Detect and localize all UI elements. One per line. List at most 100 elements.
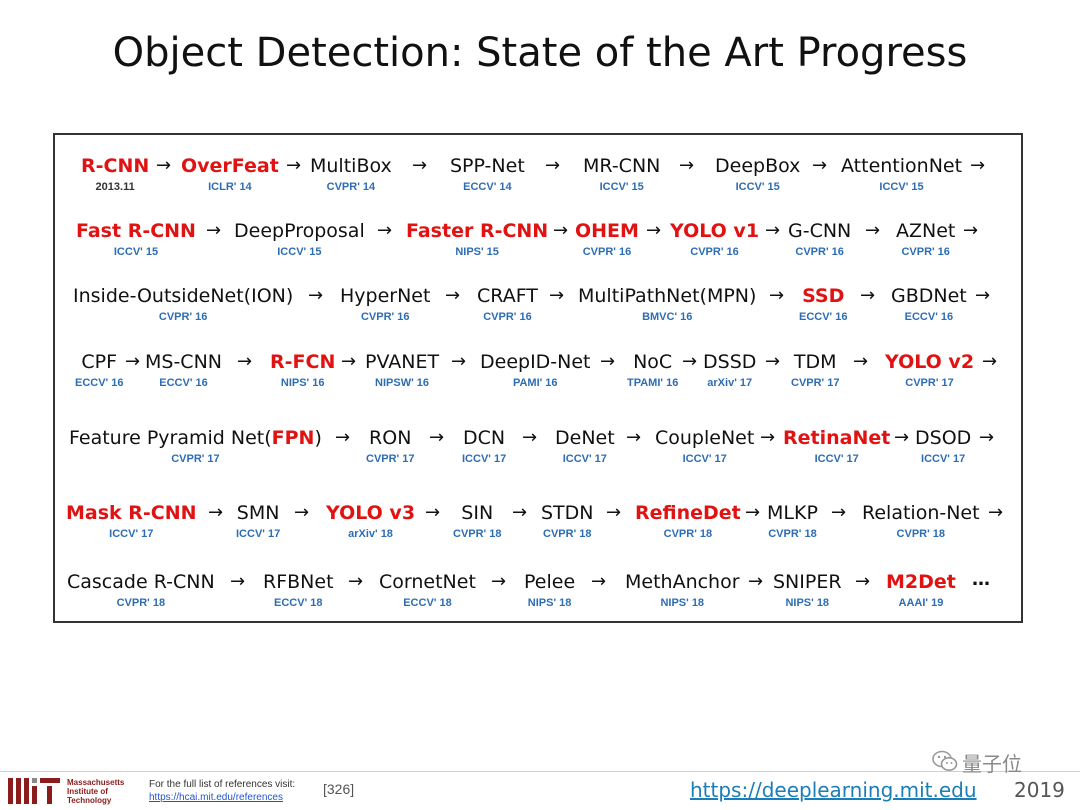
detector-couplenet: CoupleNet ICCV' 17 <box>655 427 754 466</box>
arrow-icon: → <box>230 571 246 592</box>
detector-name: SMN <box>236 502 280 524</box>
mit-logo <box>8 778 60 804</box>
arrow-icon: → <box>591 571 607 592</box>
venue-label: ICCV' 17 <box>462 453 507 465</box>
arrow-icon: → <box>341 351 357 372</box>
detector-name: DCN <box>463 427 506 449</box>
venue-label: ECCV' 16 <box>904 311 954 323</box>
detector-name: PVANET <box>365 351 440 373</box>
arrow-icon: → <box>412 155 428 176</box>
detector-name: Relation-Net <box>862 502 980 524</box>
detector-name: G-CNN <box>788 220 852 242</box>
ellipsis: … <box>972 569 990 590</box>
detector-rfbnet: RFBNet ECCV' 18 <box>263 571 334 610</box>
detector-ssd: SSD ECCV' 16 <box>799 285 847 324</box>
venue-label: ICCV' 17 <box>682 453 727 465</box>
detector-ron: RON CVPR' 17 <box>366 427 414 466</box>
venue-label: ICLR' 14 <box>208 181 252 193</box>
venue-label: CVPR' 16 <box>690 246 739 258</box>
detector-name: YOLO v3 <box>326 502 416 524</box>
detector-gbdnet: GBDNet ECCV' 16 <box>891 285 967 324</box>
references-link[interactable]: https://hcai.mit.edu/references <box>149 792 283 803</box>
detector-yolo-v2: YOLO v2 CVPR' 17 <box>885 351 974 390</box>
detector-yolo-v1: YOLO v1 CVPR' 16 <box>670 220 759 259</box>
detector-deepproposal: DeepProposal ICCV' 15 <box>234 220 365 259</box>
detector-smn: SMN ICCV' 17 <box>236 502 280 541</box>
arrow-icon: → <box>348 571 364 592</box>
arrow-icon: → <box>237 351 253 372</box>
arrow-icon: → <box>745 502 761 523</box>
arrow-icon: → <box>286 155 302 176</box>
arrow-icon: → <box>606 502 622 523</box>
detector-name: GBDNet <box>891 285 967 307</box>
detector-dcn: DCN ICCV' 17 <box>462 427 506 466</box>
detector-noc: NoC TPAMI' 16 <box>627 351 678 390</box>
arrow-icon: → <box>206 220 222 241</box>
venue-label: CVPR' 18 <box>453 528 502 540</box>
detector-name-highlight: FPN <box>271 427 315 449</box>
detector-name: R-FCN <box>270 351 336 373</box>
footer-divider <box>0 771 1080 772</box>
arrow-icon: → <box>979 427 995 448</box>
arrow-icon: → <box>982 351 998 372</box>
arrow-icon: → <box>549 285 565 306</box>
arrow-icon: → <box>963 220 979 241</box>
detector-attentionnet: AttentionNet ICCV' 15 <box>841 155 962 194</box>
arrow-icon: → <box>626 427 642 448</box>
arrow-icon: → <box>646 220 662 241</box>
detector-name: YOLO v1 <box>670 220 760 242</box>
venue-label: NIPS' 16 <box>280 377 325 389</box>
detector-name: Feature Pyramid Net(FPN) <box>69 427 322 449</box>
detector-yolo-v3: YOLO v3 arXiv' 18 <box>326 502 415 541</box>
slide-title: Object Detection: State of the Art Progr… <box>112 30 968 76</box>
venue-label: CVPR' 18 <box>768 528 817 540</box>
arrow-icon: → <box>748 571 764 592</box>
detector-fast-r-cnn: Fast R-CNN ICCV' 15 <box>76 220 196 259</box>
venue-label: CVPR' 17 <box>905 377 954 389</box>
detector-dssd: DSSD arXiv' 17 <box>703 351 756 390</box>
detector-name: MLKP <box>767 502 818 524</box>
venue-label: CVPR' 18 <box>543 528 592 540</box>
arrow-icon: → <box>208 502 224 523</box>
venue-label: ICCV' 17 <box>814 453 859 465</box>
venue-label: ECCV' 16 <box>799 311 848 323</box>
detector-ms-cnn: MS-CNN ECCV' 16 <box>145 351 222 390</box>
detector-name: CPF <box>81 351 118 373</box>
detector-name: SIN <box>461 502 494 524</box>
detector-cpf: CPF ECCV' 16 <box>75 351 123 390</box>
venue-label: TPAMI' 16 <box>627 377 679 389</box>
detector-name: Pelee <box>524 571 576 593</box>
arrow-icon: → <box>860 285 876 306</box>
detector-hypernet: HyperNet CVPR' 16 <box>340 285 430 324</box>
detector-denet: DeNet ICCV' 17 <box>555 427 615 466</box>
arrow-icon: → <box>765 351 781 372</box>
detector-name: CornetNet <box>379 571 476 593</box>
detector-name: MethAnchor <box>625 571 740 593</box>
venue-label: ICCV' 15 <box>735 181 780 193</box>
venue-label: NIPS' 15 <box>455 246 499 258</box>
detector-sin: SIN CVPR' 18 <box>453 502 501 541</box>
arrow-icon: → <box>970 155 986 176</box>
detector-name: HyperNet <box>340 285 431 307</box>
venue-label: NIPSW' 16 <box>375 377 430 389</box>
detector-r-fcn: R-FCN NIPS' 16 <box>270 351 335 390</box>
detector-deepid-net: DeepID-Net PAMI' 16 <box>480 351 591 390</box>
detector-ohem: OHEM CVPR' 16 <box>575 220 639 259</box>
detector-spp-net: SPP-Net ECCV' 14 <box>450 155 525 194</box>
venue-label: arXiv' 17 <box>707 377 753 389</box>
reference-number: [326] <box>323 781 355 797</box>
arrow-icon: → <box>335 427 351 448</box>
course-website-link[interactable]: https://deeplearning.mit.edu <box>690 778 977 802</box>
arrow-icon: → <box>553 220 569 241</box>
arrow-icon: → <box>522 427 538 448</box>
detector-m2det: M2Det AAAI' 19 <box>886 571 956 610</box>
detector-cornetnet: CornetNet ECCV' 18 <box>379 571 476 610</box>
venue-label: CVPR' 14 <box>326 181 376 193</box>
detector-name: CoupleNet <box>655 427 755 449</box>
detector-name-suffix: ) <box>314 427 322 449</box>
venue-label: NIPS' 18 <box>660 597 705 609</box>
arrow-icon: → <box>894 427 910 448</box>
detector-name: AttentionNet <box>841 155 963 177</box>
detector-name: RetinaNet <box>783 427 891 449</box>
arrow-icon: → <box>294 502 310 523</box>
